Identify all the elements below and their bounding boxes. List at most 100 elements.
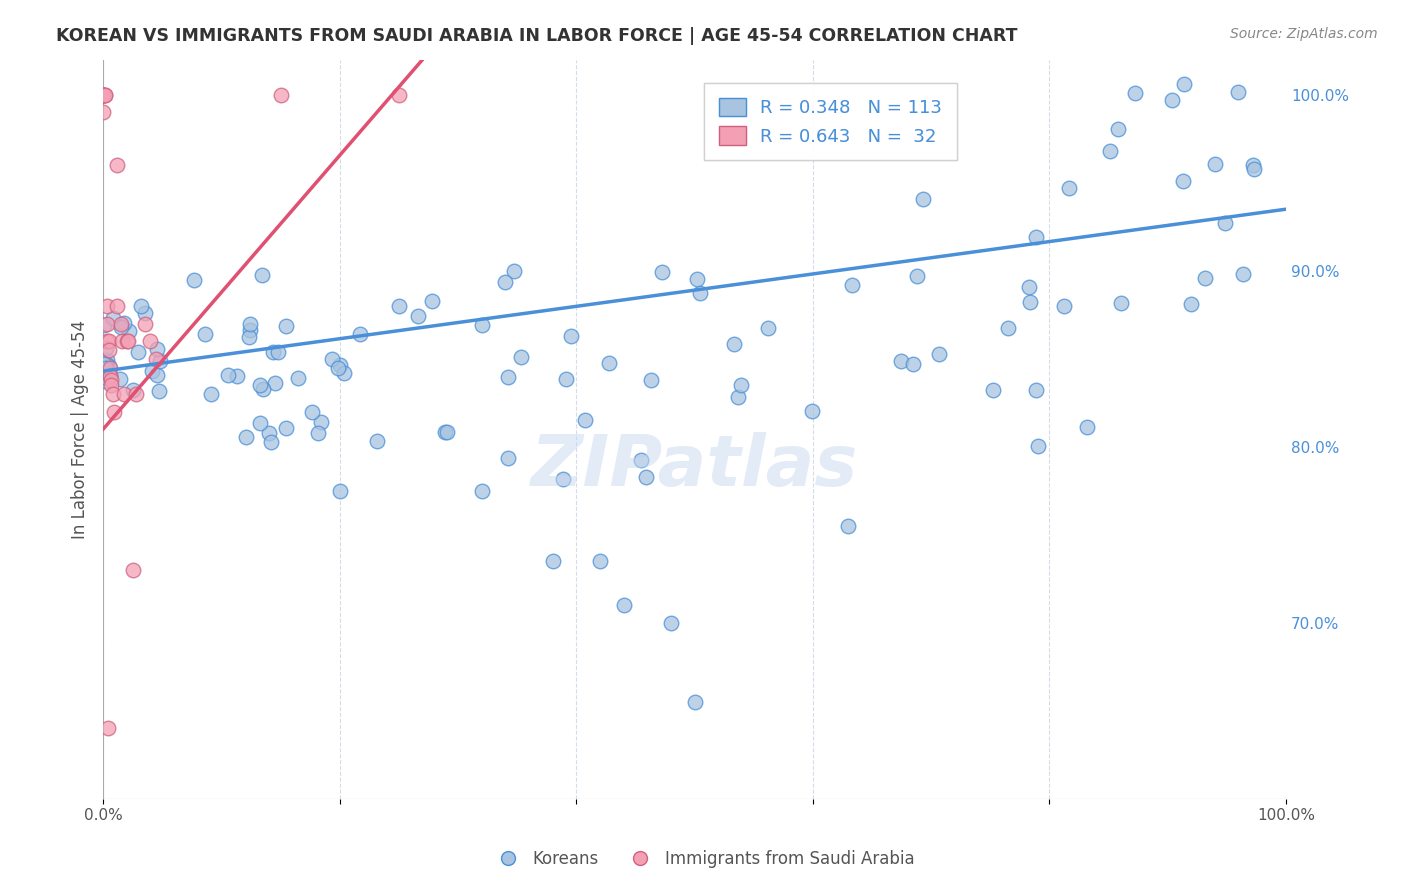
Point [249,417,271,431]
Point [96,317,118,331]
Point [94,357,117,371]
Point [555,371,578,385]
Point [613,598,636,612]
Point [928,347,950,361]
Point [183,273,205,287]
Point [101,387,124,401]
Point [574,413,596,427]
Point [659,615,682,630]
Point [420,293,443,308]
Point [541,554,564,568]
Point [91,105,114,120]
Point [756,321,779,335]
Point [145,351,167,366]
Point [997,321,1019,335]
Point [93,357,115,371]
Point [127,345,149,359]
Point [97,359,120,373]
Point [1026,439,1049,453]
Point [93,318,115,333]
Point [1076,419,1098,434]
Point [589,554,612,568]
Point [1053,299,1076,313]
Point [129,299,152,313]
Point [274,420,297,434]
Point [309,415,332,429]
Point [149,354,172,368]
Point [225,368,247,383]
Point [252,382,274,396]
Point [250,268,273,283]
Point [1107,121,1129,136]
Point [94,360,117,375]
Point [301,405,323,419]
Point [91,87,114,102]
Point [97,722,120,736]
Point [110,320,132,334]
Point [122,383,145,397]
Point [1057,181,1080,195]
Point [981,383,1004,397]
Point [349,326,371,341]
Point [125,387,148,401]
Point [598,356,620,370]
Point [494,275,516,289]
Point [249,378,271,392]
Point [100,378,122,392]
Point [1204,157,1226,171]
Point [388,299,411,313]
Point [509,350,531,364]
Point [200,387,222,401]
Point [259,425,281,440]
Point [321,351,343,366]
Point [1025,384,1047,398]
Point [96,352,118,367]
Point [553,472,575,486]
Point [139,334,162,348]
Point [94,87,117,102]
Point [134,317,156,331]
Point [686,272,709,286]
Point [91,87,114,102]
Point [436,425,458,439]
Point [1109,295,1132,310]
Point [112,316,135,330]
Point [94,87,117,102]
Point [1160,93,1182,107]
Point [911,192,934,206]
Y-axis label: In Labor Force | Age 45-54: In Labor Force | Age 45-54 [72,319,89,539]
Point [98,343,121,357]
Point [1180,297,1202,311]
Point [727,390,749,404]
Point [267,345,290,359]
Point [274,319,297,334]
Point [105,299,128,313]
Point [217,368,239,383]
Point [471,483,494,498]
Point [98,369,121,384]
Point [1018,279,1040,293]
Point [111,334,134,348]
Point [121,563,143,577]
Point [651,265,673,279]
Point [730,377,752,392]
Text: KOREAN VS IMMIGRANTS FROM SAUDI ARABIA IN LABOR FORCE | AGE 45-54 CORRELATION CH: KOREAN VS IMMIGRANTS FROM SAUDI ARABIA I… [56,27,1018,45]
Point [388,87,411,102]
Point [406,309,429,323]
Point [1171,174,1194,188]
Point [91,87,114,102]
Point [560,329,582,343]
Point [264,376,287,390]
Point [683,695,706,709]
Point [93,370,115,384]
Point [503,264,526,278]
Point [1098,144,1121,158]
Point [837,519,859,533]
Text: ZIPatlas: ZIPatlas [531,432,858,500]
Point [801,404,824,418]
Point [841,278,863,293]
Point [471,318,494,333]
Point [194,327,217,342]
Point [110,317,132,331]
Point [1194,271,1216,285]
